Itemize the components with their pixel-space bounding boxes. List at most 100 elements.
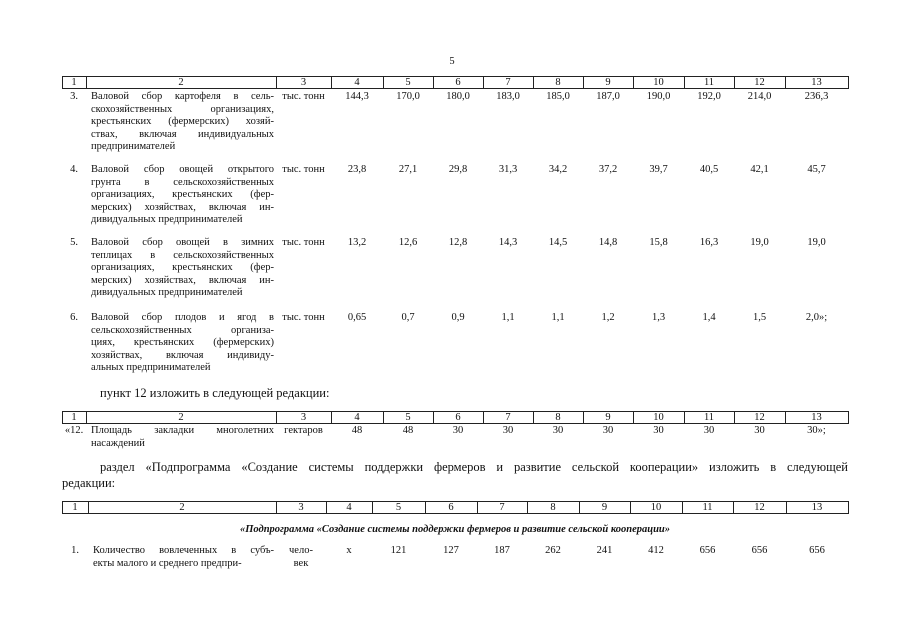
row-unit: тыс. тонн <box>282 237 325 248</box>
rule <box>734 76 735 89</box>
row-number: 3. <box>70 91 78 102</box>
row-name: хозяйствах, включая индивиду- <box>91 349 274 361</box>
row-unit: тыс. тонн <box>282 91 325 102</box>
rule <box>62 76 63 89</box>
header-cell: 6 <box>455 77 461 88</box>
rule <box>583 411 584 424</box>
row-name: грунта в сельскохозяйственных <box>91 176 274 188</box>
rule <box>276 76 277 89</box>
rule <box>86 411 87 424</box>
row-name: организациях, крестьянских (фер- <box>91 189 274 200</box>
paragraph-line: раздел «Подпрограмма «Создание системы п… <box>100 460 848 474</box>
row-name: теплицах в сельскохозяйственных <box>91 249 274 261</box>
rule <box>483 411 484 424</box>
row-name: мерских) хозяйствах, включая ин- <box>91 274 274 286</box>
header-cell: 9 <box>605 412 611 423</box>
header-cell: 12 <box>754 412 765 423</box>
header-cell: 2 <box>178 77 184 88</box>
row-value: 30 <box>653 425 664 436</box>
row-name: организациях, крестьянских (фер- <box>91 262 274 273</box>
header-cell: 10 <box>653 77 664 88</box>
row-name: Валовой сбор овощей в зимних <box>91 237 274 248</box>
header-cell: 8 <box>550 502 556 513</box>
rule <box>425 501 426 514</box>
row-value: 2,0»; <box>805 312 828 323</box>
row-name: Количество вовлеченных в субъ- <box>93 545 274 556</box>
row-value: 121 <box>390 545 407 556</box>
row-name: крестьянских (фермерских) хозяй- <box>91 116 274 127</box>
row-value: 144,3 <box>345 91 369 102</box>
header-cell: 3 <box>298 502 304 513</box>
header-cell: 13 <box>811 412 822 423</box>
header-cell: 9 <box>601 502 608 513</box>
header-cell: 13 <box>811 77 822 88</box>
row-value: 1,4 <box>702 312 716 323</box>
row-value: х <box>346 545 352 556</box>
rule <box>62 88 848 89</box>
header-cell: 10 <box>653 412 664 423</box>
header-cell: 13 <box>811 502 823 513</box>
row-value: 0,7 <box>401 312 415 323</box>
row-value: 187,0 <box>596 91 620 102</box>
row-value: 27,1 <box>398 164 418 175</box>
rule <box>630 501 631 514</box>
row-name: циях, крестьянских (фермерских) <box>91 337 274 348</box>
row-value: 14,3 <box>498 237 518 248</box>
header-cell: 11 <box>702 502 713 513</box>
row-unit: чело- <box>289 545 313 556</box>
header-cell: 5 <box>405 412 411 423</box>
row-value: 12,6 <box>398 237 418 248</box>
row-name: дивидуальных предпринимателей <box>91 214 243 225</box>
rule <box>477 501 478 514</box>
row-name: насаждений <box>91 437 145 449</box>
rule <box>331 411 332 424</box>
rule <box>733 501 734 514</box>
section-title: «Подпрограмма «Создание системы поддержк… <box>239 524 671 535</box>
row-value: 187 <box>494 545 510 556</box>
rule <box>62 411 63 424</box>
row-unit: тыс. тонн <box>282 164 325 175</box>
row-value: 30 <box>502 425 514 436</box>
row-name: альных предпринимателей <box>91 362 211 373</box>
row-name: Валовой сбор картофеля в сель- <box>91 91 274 102</box>
header-cell: 5 <box>405 77 411 88</box>
rule <box>62 501 848 502</box>
header-cell: 7 <box>505 77 511 88</box>
header-cell: 10 <box>650 502 662 513</box>
rule <box>633 76 634 89</box>
row-value: 48 <box>402 425 414 436</box>
rule <box>62 411 848 412</box>
rule <box>62 76 848 77</box>
row-unit: век <box>293 557 309 569</box>
row-value: 30 <box>552 425 564 436</box>
rule <box>533 411 534 424</box>
row-value: 183,0 <box>496 91 520 102</box>
rule <box>433 76 434 89</box>
header-cell: 11 <box>703 77 715 88</box>
rule <box>383 411 384 424</box>
header-cell: 7 <box>505 412 511 423</box>
row-value: 1,2 <box>601 312 615 323</box>
header-cell: 4 <box>354 77 360 88</box>
paragraph-line: пункт 12 изложить в следующей редакции: <box>100 386 330 400</box>
row-value: 1,1 <box>551 312 565 323</box>
rule <box>62 423 848 424</box>
row-number: «12. <box>64 425 84 436</box>
header-cell: 3 <box>300 412 307 423</box>
rule <box>734 411 735 424</box>
rule <box>331 76 332 89</box>
row-unit: тыс. тонн <box>282 312 325 323</box>
row-name: скохозяйственных организациях, <box>91 103 274 115</box>
row-value: 236,3 <box>804 91 829 102</box>
row-value: 19,0 <box>750 237 769 248</box>
row-name: дивидуальных предпринимателей <box>91 287 243 298</box>
row-name: сельскохозяйственных организа- <box>91 324 274 336</box>
row-name: Площадь закладки многолетних <box>91 425 274 436</box>
header-cell: 11 <box>703 412 715 423</box>
row-value: 40,5 <box>699 164 719 175</box>
header-cell: 4 <box>354 412 360 423</box>
row-value: 16,3 <box>699 237 719 248</box>
header-cell: 6 <box>448 502 454 513</box>
rule <box>786 501 787 514</box>
